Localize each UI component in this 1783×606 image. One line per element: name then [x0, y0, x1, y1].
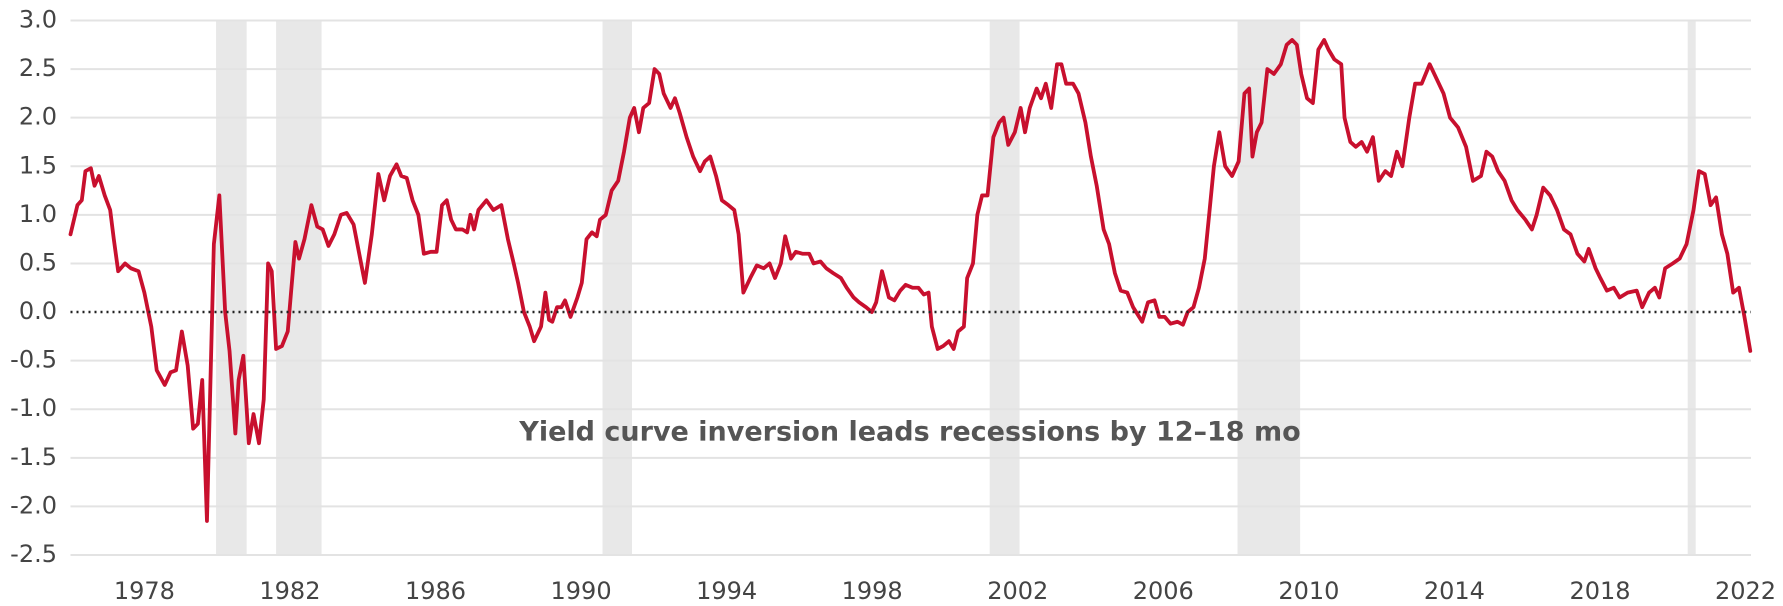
y-tick-label: 3.0 — [19, 6, 57, 34]
y-tick-label: -0.5 — [10, 346, 57, 374]
x-tick-label: 1990 — [551, 577, 612, 605]
y-tick-label: 1.0 — [19, 200, 57, 228]
recession-band — [989, 20, 1020, 555]
x-tick-label: 1994 — [696, 577, 757, 605]
series-line — [68, 38, 1753, 523]
y-tick-label: 0.5 — [19, 248, 57, 276]
x-tick-label: 2010 — [1278, 577, 1339, 605]
y-tick-label: 0.0 — [19, 297, 57, 325]
x-tick-label: 2006 — [1133, 577, 1194, 605]
y-tick-label: 2.5 — [19, 54, 57, 82]
recession-band — [602, 20, 633, 555]
y-tick-label: -1.5 — [10, 443, 57, 471]
recession-band — [276, 20, 322, 555]
x-tick-label: 1986 — [405, 577, 466, 605]
x-tick-label: 2022 — [1715, 577, 1776, 605]
y-tick-label: -2.0 — [10, 491, 57, 519]
recession-bands — [216, 20, 1696, 555]
recession-band — [1687, 20, 1696, 555]
y-tick-label: -1.0 — [10, 394, 57, 422]
x-tick-label: 2014 — [1424, 577, 1485, 605]
grid — [70, 19, 1751, 556]
x-tick-label: 1982 — [259, 577, 320, 605]
y-tick-label: -2.5 — [10, 540, 57, 568]
y-tick-label: 2.0 — [19, 103, 57, 131]
y-tick-label: 1.5 — [19, 151, 57, 179]
x-tick-label: 1978 — [114, 577, 175, 605]
recession-band — [216, 20, 247, 555]
x-tick-label: 1998 — [842, 577, 903, 605]
annotation: Yield curve inversion leads recessions b… — [518, 417, 1300, 448]
x-tick-label: 2018 — [1569, 577, 1630, 605]
plot — [68, 38, 1753, 523]
x-tick-label: 2002 — [987, 577, 1048, 605]
recession-band — [1237, 20, 1301, 555]
